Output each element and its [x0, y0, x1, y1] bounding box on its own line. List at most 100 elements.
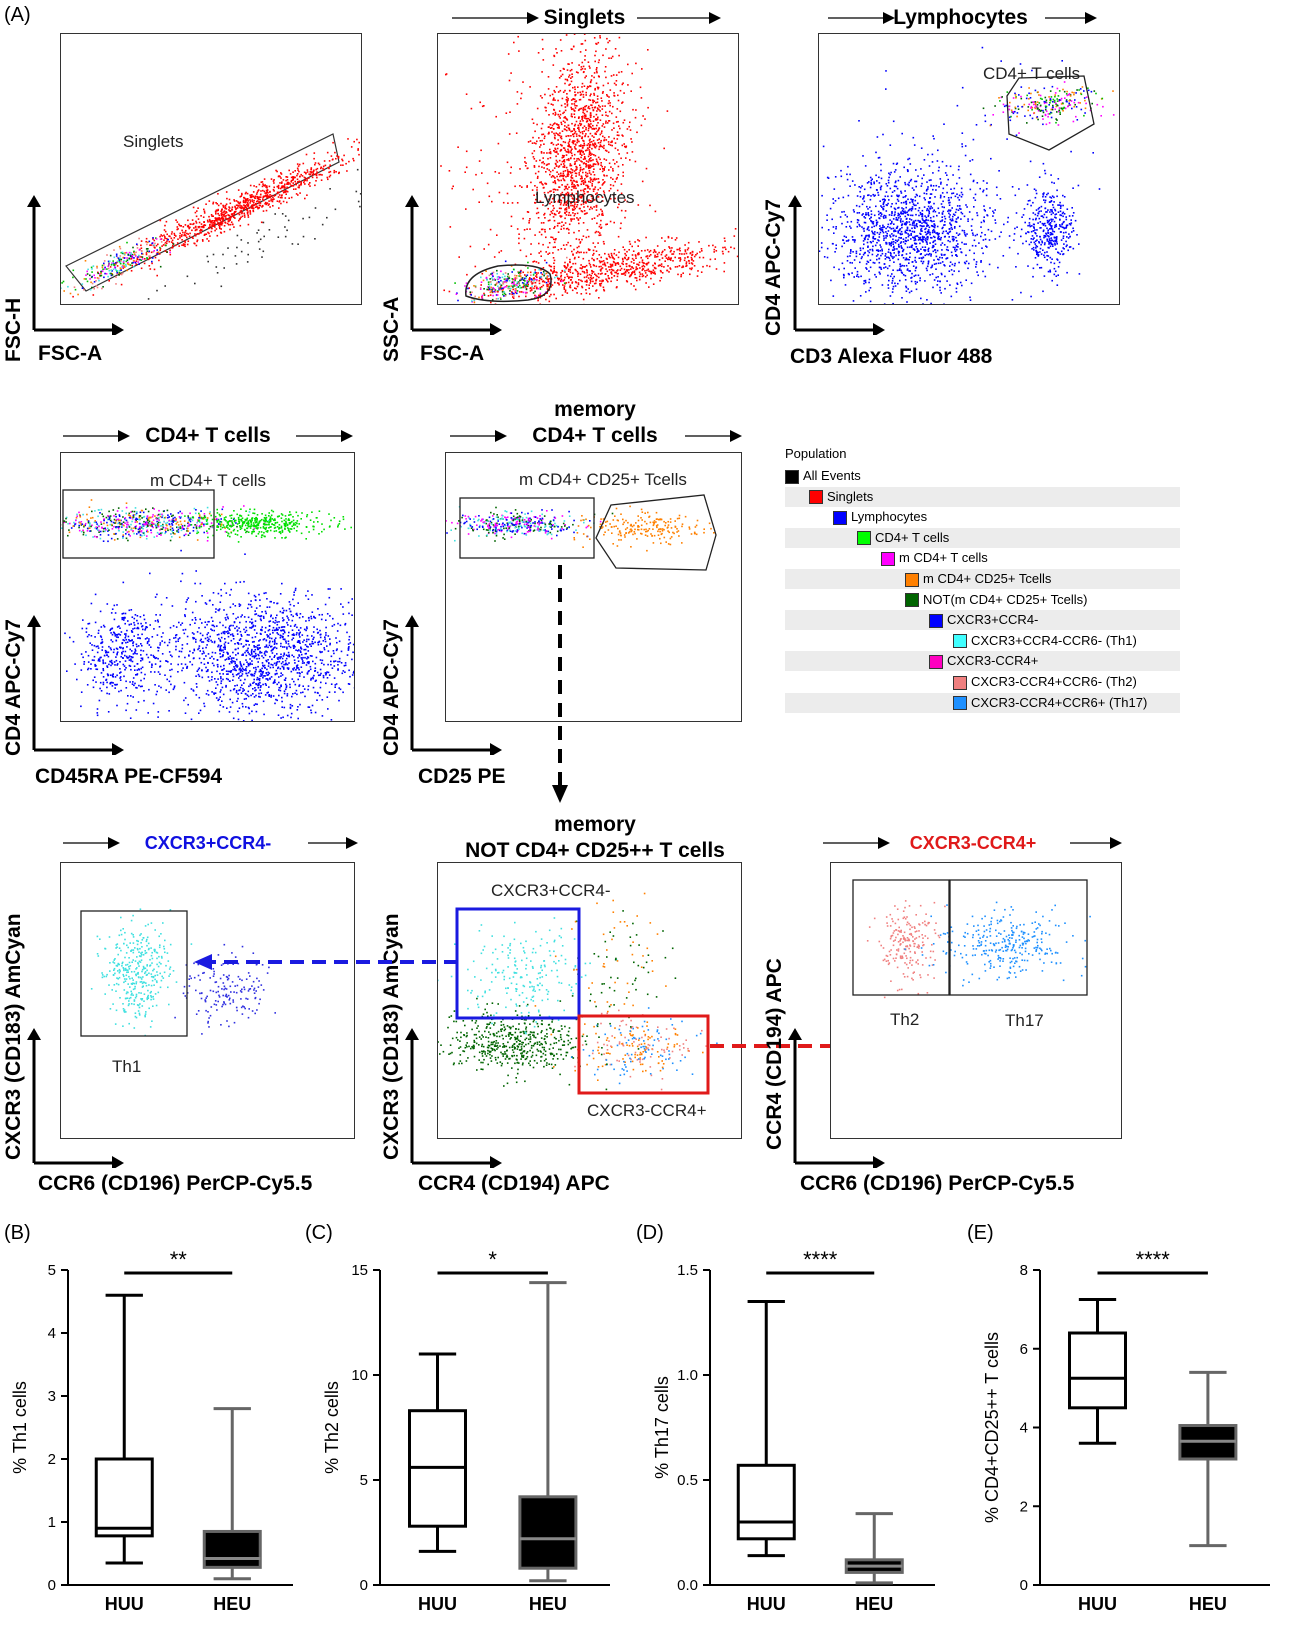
y-tick-label: 0 [1020, 1577, 1028, 1594]
population-color-swatch [929, 613, 943, 628]
significance-label: **** [803, 1247, 838, 1272]
y-axis-label: FSC-H [2, 297, 25, 362]
population-row[interactable]: All Events [785, 466, 1180, 486]
axis-arrows [405, 615, 502, 755]
population-color-swatch [833, 510, 847, 525]
flow-plot-memory [21, 452, 442, 784]
y-tick-label: 10 [351, 1367, 368, 1384]
population-row[interactable]: CD4+ T cells [785, 527, 1180, 548]
axis-arrows [27, 615, 124, 755]
gate-title-text: CXCR3-CCR4+ [909, 833, 1037, 853]
x-axis-label: CD25 PE [418, 765, 506, 788]
dashed-arrow-down [552, 565, 568, 803]
gate-title-line1: memory [554, 813, 636, 836]
axis-arrows [405, 1028, 502, 1168]
axis-arrows [27, 195, 124, 335]
box-plot-charts: 0 1 2 3 4 5 % Th1 cells HUU HEU ** 0 5 10 15 % Th2 cel… [10, 1247, 1270, 1614]
arrow-left-decor [452, 12, 721, 24]
gate-title: Singlets [447, 6, 722, 30]
population-label: CXCR3-CCR4+CCR6- (Th2) [971, 674, 1137, 689]
axis-arrows [788, 195, 885, 335]
y-tick-label: 1.5 [677, 1262, 698, 1279]
population-row[interactable]: CXCR3+CCR4-CCR6- (Th1) [785, 631, 1180, 651]
cd4-gate [1006, 75, 1095, 151]
y-tick-label: 0.5 [677, 1472, 698, 1489]
significance-label: ** [170, 1247, 188, 1272]
y-tick-label: 4 [48, 1325, 56, 1342]
population-row[interactable]: CXCR3-CCR4+CCR6+ (Th17) [785, 692, 1180, 713]
y-axis-label: CCR4 (CD194) APC [763, 958, 786, 1150]
population-row[interactable]: Singlets [785, 486, 1180, 507]
y-tick-label: 5 [48, 1262, 56, 1279]
population-row[interactable]: NOT(m CD4+ CD25+ Tcells) [785, 590, 1180, 610]
population-label: CXCR3+CCR4-CCR6- (Th1) [971, 632, 1137, 648]
gate-label-cd4: CD4+ T cells [983, 64, 1081, 83]
gate-title-text: CD4+ T cells [145, 424, 271, 447]
population-row[interactable]: CXCR3-CCR4+CCR6- (Th2) [785, 672, 1180, 692]
axis-arrows [788, 1028, 885, 1168]
population-label: m CD4+ CD25+ Tcells [923, 571, 1052, 586]
x-category-label: HEU [855, 1594, 893, 1614]
population-row[interactable]: m CD4+ T cells [785, 548, 1180, 568]
panel-letter-c: (C) [305, 1222, 333, 1244]
population-row[interactable]: m CD4+ CD25+ Tcells [785, 569, 1180, 589]
population-header: Population [785, 446, 847, 461]
population-color-swatch [905, 593, 919, 608]
scatter-canvas [32, 114, 430, 317]
significance-label: **** [1136, 1247, 1171, 1272]
population-label: Lymphocytes [851, 509, 928, 525]
scatter-canvas [428, 494, 717, 571]
panel-letter-b: (B) [4, 1222, 31, 1244]
y-axis-label: % Th2 cells [322, 1381, 342, 1474]
population-row[interactable]: CXCR3-CCR4+ [785, 651, 1180, 672]
dashed-arrow-blue [194, 954, 458, 970]
scatter-canvas [434, 0, 861, 361]
gate-label-singlets: Singlets [123, 132, 184, 151]
flow-plot-th1 [60, 862, 355, 1139]
y-tick-label: 1.0 [677, 1367, 698, 1384]
x-category-label: HUU [747, 1594, 786, 1614]
y-axis-label: % CD4+CD25++ T cells [982, 1332, 1002, 1523]
panel-letter-a: (A) [4, 4, 31, 26]
gate-title-text: Singlets [543, 6, 626, 29]
population-label: NOT(m CD4+ CD25+ Tcells) [923, 591, 1088, 607]
population-color-swatch [929, 654, 943, 669]
population-row[interactable]: CXCR3+CCR4- [785, 610, 1180, 631]
flow-plot-singlets [32, 33, 430, 317]
panel-letter-e: (E) [967, 1222, 994, 1244]
population-color-swatch [809, 490, 823, 505]
population-row[interactable]: Lymphocytes [785, 507, 1180, 527]
event-dots [32, 114, 430, 317]
event-dots [428, 505, 715, 552]
box-iqr [1068, 1331, 1127, 1410]
th1-gate [80, 910, 188, 1037]
population-label: CXCR3-CCR4+CCR6+ (Th17) [971, 694, 1148, 710]
y-tick-label: 3 [48, 1388, 56, 1405]
y-tick-label: 0.0 [677, 1577, 698, 1594]
y-axis-label: % Th1 cells [10, 1381, 30, 1474]
population-color-swatch [953, 634, 967, 649]
gate-label-th17: Th17 [1005, 1011, 1044, 1030]
y-axis-label: CD4 APC-Cy7 [2, 619, 25, 756]
y-axis-label: CXCR3 (CD183) AmCyan [2, 913, 25, 1160]
event-dots [21, 499, 442, 784]
x-axis-label: FSC-A [38, 342, 103, 365]
population-hierarchy: Population All Events Singlets Lymphocytes… [785, 446, 1180, 718]
th17-gate [949, 879, 1088, 996]
population-color-swatch [857, 531, 871, 546]
y-tick-label: 2 [48, 1451, 56, 1468]
gate-title-line1: memory [554, 398, 636, 421]
gate-label-lymphocytes: Lymphocytes [535, 188, 635, 207]
scatter-canvas [852, 879, 1091, 999]
gate-label-ccr4: CXCR3-CCR4+ [587, 1101, 707, 1120]
y-tick-label: 6 [1020, 1341, 1028, 1358]
x-axis-label: CCR6 (CD196) PerCP-Cy5.5 [38, 1172, 313, 1195]
gate-title-text: CXCR3+CCR4- [144, 833, 272, 853]
x-category-label: HUU [105, 1594, 144, 1614]
y-axis-label: CD4 APC-Cy7 [762, 199, 785, 336]
y-tick-label: 0 [48, 1577, 56, 1594]
axis-arrows [27, 1028, 124, 1168]
x-category-label: HUU [1078, 1594, 1117, 1614]
cd25-positive-gate [595, 494, 717, 571]
gate-label-th1: Th1 [112, 1057, 142, 1076]
